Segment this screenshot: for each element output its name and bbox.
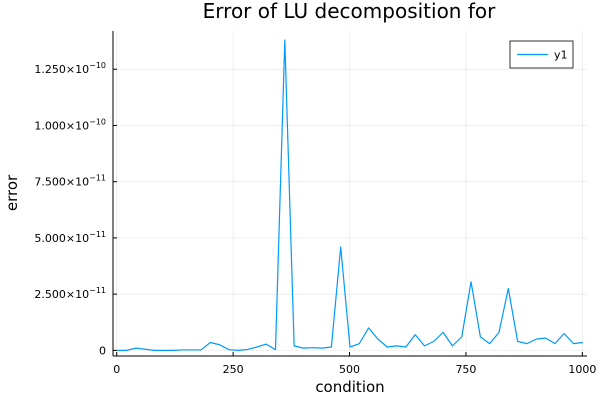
- series-layer: [117, 39, 583, 351]
- legend-label-y1: y1: [554, 49, 568, 62]
- x-tick-label: 1000: [568, 363, 596, 376]
- y-axis-label: error: [3, 174, 21, 211]
- y-tick-label-exponent: −11: [89, 230, 106, 239]
- y-tick-label: 1.250×10−10: [34, 61, 106, 76]
- x-tick-label: 250: [223, 363, 244, 376]
- y-tick-label: 5.000×10−11: [34, 230, 106, 245]
- x-tick-label: 0: [113, 363, 120, 376]
- x-tick-label: 500: [339, 363, 360, 376]
- x-axis-label: condition: [315, 378, 384, 396]
- y-tick-label: 1.000×10−10: [34, 117, 106, 132]
- grid-lines: [113, 31, 587, 356]
- y-tick-label-base: 1.250×10: [34, 63, 89, 76]
- series-line-y1: [117, 39, 583, 351]
- y-tick-label-base: 0: [99, 344, 106, 357]
- y-tick-label-exponent: −11: [89, 286, 106, 295]
- y-tick-label-exponent: −10: [89, 61, 106, 70]
- y-tick-label: 7.500×10−11: [34, 174, 106, 189]
- y-tick-label: 0: [99, 344, 106, 357]
- y-tick-labels: 02.500×10−115.000×10−117.500×10−111.000×…: [34, 61, 106, 357]
- tick-marks: [113, 68, 583, 356]
- x-tick-labels: 0 250 500 750 1000: [113, 363, 596, 376]
- y-tick-label-base: 2.500×10: [34, 288, 89, 301]
- y-tick-label-base: 5.000×10: [34, 232, 89, 245]
- chart-title: Error of LU decomposition for: [203, 0, 496, 23]
- legend: y1: [509, 40, 574, 69]
- y-tick-label: 2.500×10−11: [34, 286, 106, 301]
- x-tick-label: 750: [455, 363, 476, 376]
- y-tick-label-base: 1.000×10: [34, 119, 89, 132]
- y-tick-label-exponent: −10: [89, 117, 106, 126]
- y-tick-label-exponent: −11: [89, 174, 106, 183]
- y-tick-label-base: 7.500×10: [34, 176, 89, 189]
